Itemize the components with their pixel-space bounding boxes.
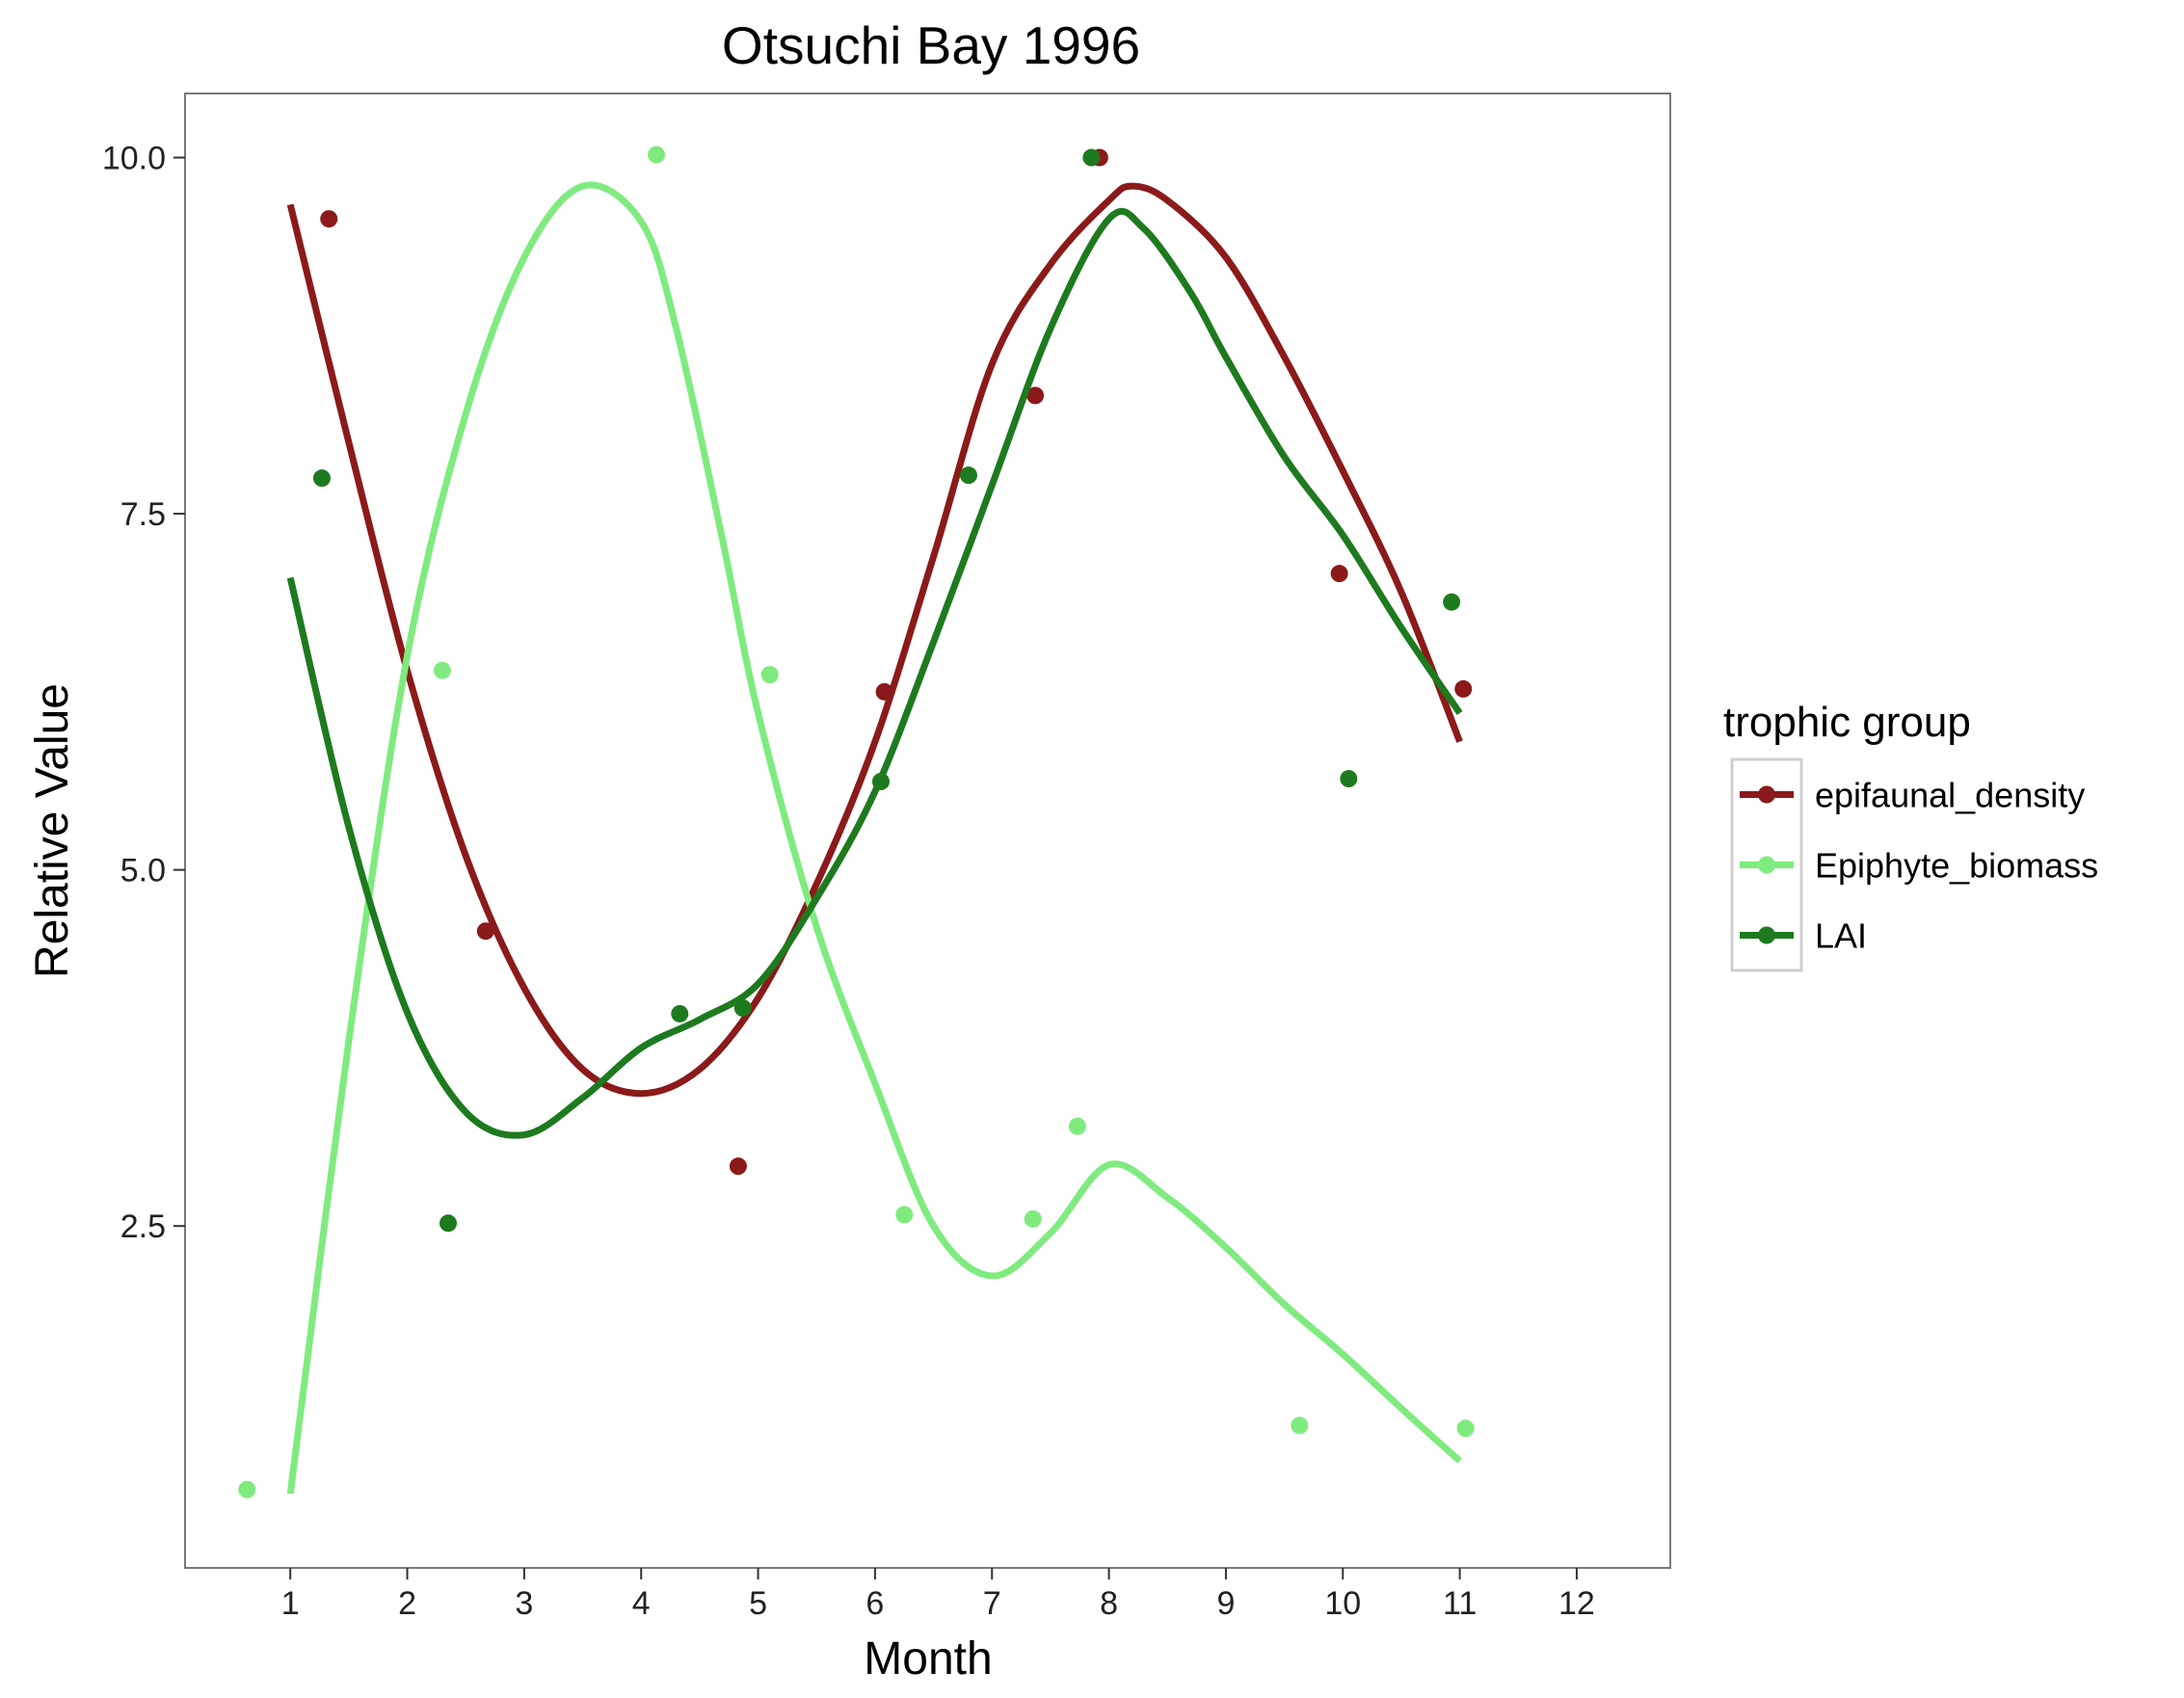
x-tick-label: 1 xyxy=(281,1585,300,1622)
data-point xyxy=(671,1004,689,1022)
x-tick-label: 11 xyxy=(1443,1585,1477,1622)
data-point xyxy=(433,661,451,679)
legend-key-point xyxy=(1758,926,1775,944)
data-point xyxy=(871,773,890,790)
x-tick-label: 8 xyxy=(1100,1585,1118,1622)
data-point xyxy=(895,1206,914,1224)
x-axis: 1 2 3 4 5 6 7 8 9 10 11 12 xyxy=(281,1568,1595,1622)
data-point xyxy=(1082,148,1101,167)
data-point xyxy=(1026,386,1045,405)
x-tick-label: 5 xyxy=(749,1585,767,1622)
data-point xyxy=(1291,1417,1309,1435)
data-point xyxy=(760,666,779,684)
series-LAI xyxy=(286,148,1463,1233)
y-tick-label: 7.5 xyxy=(120,496,166,533)
data-point xyxy=(729,1157,747,1176)
x-tick-label: 7 xyxy=(983,1585,1001,1622)
chart-title: Otsuchi Bay 1996 xyxy=(722,15,1140,75)
data-point xyxy=(439,1214,458,1233)
x-tick-label: 10 xyxy=(1324,1585,1361,1622)
smooth-line xyxy=(286,207,1463,1139)
x-tick-label: 9 xyxy=(1216,1585,1235,1622)
legend: trophic group epifaunal_density Epiphyte_… xyxy=(1723,699,2098,972)
smooth-line xyxy=(286,182,1463,1098)
y-axis-title: Relative Value xyxy=(27,683,78,978)
data-point xyxy=(1330,565,1348,583)
series-epifaunal_density xyxy=(286,148,1473,1176)
data-point xyxy=(647,146,665,164)
data-point xyxy=(1454,679,1473,698)
smooth-line xyxy=(286,181,1462,1495)
y-tick-label: 5.0 xyxy=(120,853,166,889)
data-point xyxy=(238,1480,256,1499)
data-point xyxy=(733,999,752,1018)
y-tick-label: 10.0 xyxy=(102,141,166,177)
legend-key-point xyxy=(1758,785,1775,804)
legend-label: epifaunal_density xyxy=(1815,776,2085,815)
legend-label: LAI xyxy=(1815,916,1867,956)
plot-panel xyxy=(184,93,1671,1569)
x-tick-label: 6 xyxy=(866,1585,884,1622)
data-point xyxy=(1024,1209,1042,1228)
series-Epiphyte_biomass xyxy=(238,146,1475,1499)
x-tick-label: 2 xyxy=(398,1585,416,1622)
data-point xyxy=(1340,770,1358,788)
legend-key-point xyxy=(1758,856,1775,874)
data-point xyxy=(875,682,893,701)
x-tick-label: 12 xyxy=(1558,1585,1595,1622)
data-point xyxy=(1456,1419,1475,1438)
data-point xyxy=(320,210,338,228)
y-axis: 2.5 5.0 7.5 10.0 xyxy=(102,141,185,1245)
data-point xyxy=(312,469,331,488)
data-point xyxy=(1068,1117,1086,1135)
y-tick-label: 2.5 xyxy=(120,1208,166,1245)
x-tick-label: 4 xyxy=(632,1585,651,1622)
data-point xyxy=(959,466,977,485)
x-tick-label: 3 xyxy=(515,1585,533,1622)
legend-label: Epiphyte_biomass xyxy=(1815,846,2098,886)
x-axis-title: Month xyxy=(864,1633,992,1685)
data-point xyxy=(476,922,494,941)
data-point xyxy=(1443,593,1461,611)
legend-title: trophic group xyxy=(1723,699,1971,746)
series-layer xyxy=(238,146,1475,1499)
